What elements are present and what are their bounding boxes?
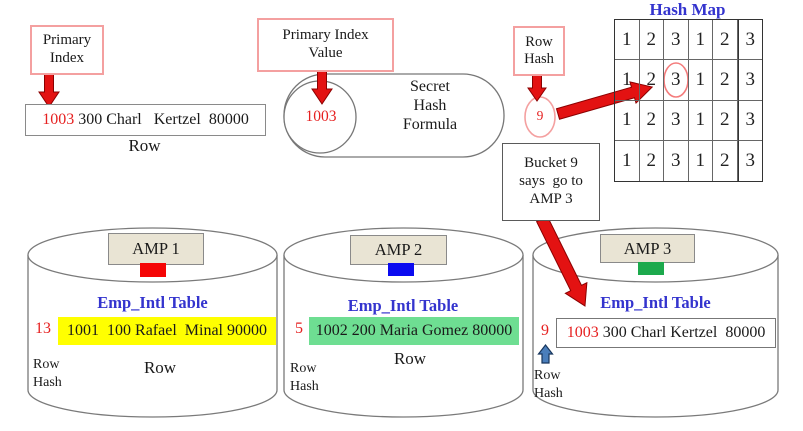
hash-map-cell: 2	[713, 20, 738, 61]
down-arrow-primary-index-value-icon	[311, 69, 333, 105]
hash-map-cell: 2	[640, 140, 664, 181]
amp3-label: AMP 3	[600, 234, 695, 263]
amp1-color-chip	[140, 263, 166, 277]
amp1-row-hash-value: 13	[35, 320, 51, 337]
amp3-row: 1003 300 Charl Kertzel 80000	[556, 318, 776, 348]
hash-map-title: Hash Map	[649, 0, 726, 19]
hash-map-cell: 2	[639, 100, 664, 141]
hash-map-cell: 2	[639, 20, 664, 61]
hash-map-cell: 3	[737, 60, 762, 101]
amp1-row-hash-caption: Row Hash	[33, 357, 62, 390]
amp2-table-title: Emp_Intl Table	[347, 296, 459, 315]
hash-map-cell: 2	[713, 140, 738, 181]
amp2-row: 1002 200 Maria Gomez 80000	[309, 317, 519, 345]
hash-map-cell: 1	[688, 60, 713, 101]
amp3-row-rest: 300 Charl Kertzel 80000	[598, 324, 766, 341]
hash-map-cell: 3	[664, 100, 689, 141]
arrow-rowhash-to-hashmap-icon	[555, 81, 654, 120]
amp1-row-caption: Row	[143, 358, 177, 377]
source-row-rest: 300 Charl Kertzel 80000	[74, 111, 249, 128]
hash-map-cell: 2	[713, 100, 738, 141]
hash-map-cell: 3	[664, 140, 689, 181]
amp1-table-title: Emp_Intl Table	[97, 293, 208, 312]
row-hash-value: 9	[536, 108, 544, 123]
arrow-bucket-to-amp3-icon	[535, 215, 588, 307]
amp3-row-hash-caption: Row Hash	[534, 368, 563, 401]
amp3-row-hash-value: 9	[541, 322, 549, 339]
hash-map-cell: 1	[688, 20, 713, 61]
secret-hash-formula-label: Secret Hash Formula	[402, 78, 458, 133]
hash-map-cell: 1	[615, 100, 640, 141]
hash-map-cell-circled: 3	[664, 60, 689, 101]
amp2-row-hash-caption: Row Hash	[290, 361, 319, 394]
primary-index-value-box: Primary Index Value	[257, 18, 394, 72]
hash-map-cell: 1	[615, 140, 640, 181]
hash-map-cell: 3	[737, 100, 762, 141]
hash-map-cell: 2	[713, 60, 738, 101]
amp1-row: 1001 100 Rafael Minal 90000	[58, 317, 276, 345]
down-arrow-primary-index-icon	[38, 72, 60, 108]
row-hash-box: Row Hash	[513, 26, 565, 76]
source-row-box: 1003 300 Charl Kertzel 80000	[25, 104, 266, 136]
bucket-note-box: Bucket 9 says go to AMP 3	[502, 143, 600, 221]
source-row-pi-value: 1003	[42, 111, 75, 128]
amp1-label: AMP 1	[108, 233, 204, 265]
hash-input-value: 1003	[305, 108, 337, 125]
hash-map-grid: 1 2 3 1 2 3 1 2 3 1 2 3 1 2 3 1 2 3 1 2 …	[614, 19, 763, 182]
hash-map-cell: 2	[639, 60, 664, 101]
hash-map-cell: 1	[688, 100, 713, 141]
source-row-caption: Row	[128, 136, 161, 155]
up-arrow-amp3-rowhash-icon	[537, 344, 554, 364]
hash-map-cell: 1	[615, 20, 640, 61]
hash-map-cell: 1	[615, 60, 640, 101]
amp2-label: AMP 2	[350, 235, 447, 265]
amp2-row-caption: Row	[393, 349, 427, 368]
primary-index-box: Primary Index	[30, 25, 104, 75]
hash-map-cell: 3	[737, 140, 763, 181]
hash-map-cell: 1	[689, 140, 713, 181]
amp2-color-chip	[388, 263, 414, 276]
hash-map-cell: 3	[737, 20, 762, 61]
hash-map-cell: 3	[664, 20, 689, 61]
amp3-table-title: Emp_Intl Table	[600, 293, 711, 312]
amp3-color-chip	[638, 262, 664, 275]
amp2-row-hash-value: 5	[295, 320, 303, 337]
amp3-row-pi-value: 1003	[566, 324, 599, 341]
